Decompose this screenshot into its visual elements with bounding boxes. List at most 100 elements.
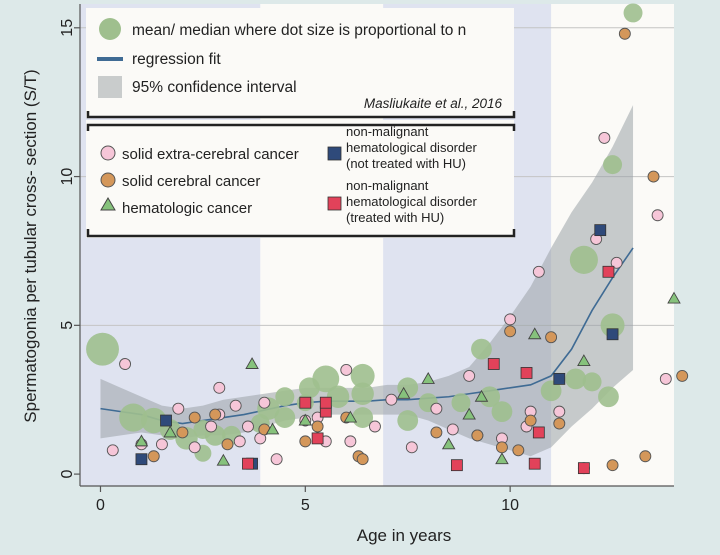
solid-cerebral-point-6: [299, 435, 312, 448]
solid-extra-point-37: [651, 209, 664, 222]
solid-cerebral-point-1: [176, 426, 189, 439]
nonmal-treated-point-2: [311, 432, 324, 445]
solid-cerebral-point-19: [606, 459, 619, 472]
legend-nonmal-treated-symbol: [327, 196, 342, 211]
hematologic-point-6: [343, 410, 358, 423]
nonmal-treated-point-10: [577, 462, 590, 475]
mean-dot-16: [326, 385, 350, 408]
legend-solid-extra-label: solid extra-cerebral cancer: [122, 146, 299, 163]
hematologic-point-2: [216, 453, 231, 466]
solid-extra-point-0: [106, 444, 119, 457]
solid-extra-point-1: [119, 358, 132, 370]
mean-dot-11: [275, 387, 295, 407]
solid-cerebral-point-15: [512, 444, 525, 457]
solid-extra-point-31: [532, 265, 545, 278]
legend-mean-label: mean/ median where dot size is proportio…: [132, 22, 466, 39]
mean-dot-23: [451, 393, 471, 413]
mean-dot-0: [86, 332, 119, 366]
legend-hematologic-symbol: [100, 197, 116, 211]
mean-dot-30: [582, 372, 602, 392]
mean-dot-15: [312, 365, 340, 393]
hematologic-point-8: [421, 371, 435, 384]
nonmal-treated-point-0: [242, 457, 254, 470]
nonmal-treated-point-9: [532, 426, 545, 439]
solid-cerebral-point-17: [545, 331, 558, 344]
solid-extra-point-35: [598, 131, 611, 144]
citation: Masliukaite et al., 2016: [364, 96, 503, 111]
solid-cerebral-point-7: [311, 420, 324, 433]
nonmal-treated-point-4: [319, 396, 332, 409]
legend-nonmal-untreated-symbol: [327, 146, 342, 161]
hematologic-point-14: [577, 354, 591, 366]
legend-groups-bracket-bottom: [86, 229, 516, 238]
y-tick-label-5: 5: [59, 321, 76, 330]
solid-extra-point-23: [430, 402, 443, 415]
solid-cerebral-point-11: [430, 426, 443, 439]
solid-extra-point-38: [659, 372, 672, 385]
solid-cerebral-point-13: [495, 441, 508, 454]
solid-extra-point-8: [213, 381, 226, 394]
solid-cerebral-point-3: [209, 408, 222, 421]
mean-dot-17: [350, 363, 375, 388]
mean-dot-26: [491, 401, 513, 423]
mean-dot-28: [565, 368, 587, 390]
legend-groups-bracket-top: [86, 123, 516, 131]
nonmal-untreated-point-0: [135, 453, 148, 466]
legend-mean-symbol: [99, 18, 121, 40]
x-tick-label-10: 10: [501, 497, 519, 514]
solid-cerebral-point-22: [647, 170, 660, 183]
hematologic-point-11: [474, 389, 489, 402]
mean-dot-32: [600, 313, 625, 338]
hematologic-point-15: [667, 291, 681, 304]
y-tick-label-0: 0: [59, 470, 76, 479]
hematologic-point-13: [527, 327, 542, 340]
hematologic-point-10: [462, 407, 476, 420]
hematologic-point-5: [298, 413, 313, 426]
legend-top: mean/ median where dot size is proportio…: [86, 8, 516, 119]
solid-extra-point-9: [229, 399, 242, 412]
legend-solid-cerebral-symbol: [100, 172, 116, 188]
solid-cerebral-point-14: [504, 325, 517, 338]
nonmal-treated-point-7: [520, 367, 533, 379]
nonmal-treated-point-8: [528, 457, 541, 470]
solid-extra-point-24: [446, 423, 459, 436]
solid-extra-point-13: [258, 396, 271, 409]
solid-extra-point-14: [270, 453, 283, 466]
solid-cerebral-point-23: [676, 369, 689, 382]
mean-dot-27: [540, 380, 562, 402]
legend-nonmal-untreated-line2: hematological disorder: [346, 140, 477, 155]
solid-cerebral-point-18: [553, 417, 566, 430]
solid-extra-point-21: [385, 393, 398, 406]
solid-cerebral-point-12: [471, 429, 484, 442]
legend-top-box: [86, 8, 514, 118]
x-axis-label: Age in years: [357, 526, 452, 545]
mean-dot-29: [569, 245, 598, 274]
axes: [79, 4, 674, 487]
x-tick-label-0: 0: [96, 497, 105, 514]
solid-extra-point-36: [610, 256, 623, 269]
mean-dot-19: [352, 407, 374, 428]
solid-cerebral-point-0: [147, 450, 160, 463]
x-tick-label-5: 5: [301, 497, 310, 514]
solid-cerebral-point-20: [618, 27, 631, 40]
solid-extra-point-10: [242, 420, 254, 433]
y-tick-label-15: 15: [59, 19, 76, 37]
solid-extra-point-6: [205, 420, 218, 433]
solid-cerebral-point-2: [188, 411, 201, 424]
solid-extra-point-25: [463, 369, 476, 382]
solid-extra-point-19: [344, 435, 357, 448]
solid-extra-point-22: [405, 441, 418, 454]
legend-fit-label: regression fit: [132, 51, 221, 68]
solid-extra-point-32: [553, 405, 566, 418]
nonmal-treated-point-5: [450, 459, 463, 472]
solid-extra-point-18: [340, 364, 353, 376]
confidence-interval: [100, 105, 634, 457]
ticks: 0 5 10 15 0 5 10: [59, 19, 519, 514]
solid-extra-point-11: [233, 435, 246, 448]
hematologic-point-7: [396, 386, 411, 399]
legend-fit-symbol: [97, 57, 123, 61]
hematologic-point-3: [245, 357, 259, 369]
solid-extra-point-3: [155, 438, 168, 451]
nonmal-treated-point-11: [602, 265, 615, 278]
mean-dot-25: [479, 386, 501, 408]
